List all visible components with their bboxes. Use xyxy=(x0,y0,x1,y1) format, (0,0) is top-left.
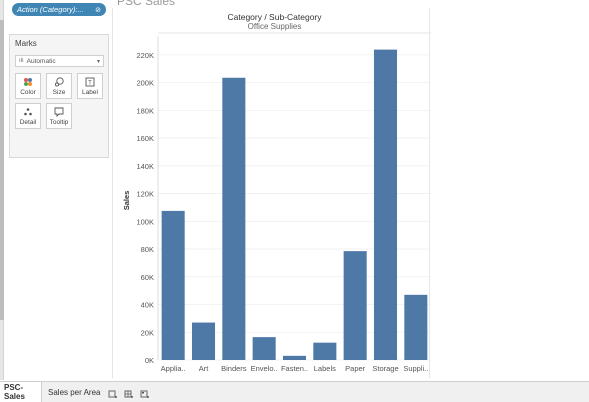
y-tick-label: 180K xyxy=(136,106,154,115)
bar xyxy=(222,77,246,361)
left-scrollbar[interactable] xyxy=(0,0,4,380)
chart-pane: Category / Sub-Category Office Supplies 0K… xyxy=(112,8,431,378)
tooltip-icon xyxy=(54,107,64,117)
scrollbar-thumb[interactable] xyxy=(0,20,4,320)
bar xyxy=(252,337,276,360)
x-tick-label: Fasten.. xyxy=(281,364,308,373)
x-tick-label: Applia.. xyxy=(161,364,186,373)
color-icon xyxy=(23,77,33,87)
new-story-icon[interactable] xyxy=(140,387,150,398)
marks-card: Marks ılı Automatic ▾ Color Size T Label… xyxy=(9,34,109,158)
new-worksheet-icon[interactable] xyxy=(108,387,118,398)
x-tick-label: Storage xyxy=(372,364,398,373)
tab-sales-per-area[interactable]: Sales per Area xyxy=(48,387,101,397)
bar xyxy=(404,294,428,360)
color-label: Color xyxy=(20,88,36,96)
bar xyxy=(161,210,185,360)
x-tick-label: Labels xyxy=(314,364,336,373)
tooltip-label: Tooltip xyxy=(49,118,69,126)
y-tick-label: 80K xyxy=(141,245,154,254)
y-tick-label: 220K xyxy=(136,51,154,60)
bar xyxy=(343,251,367,360)
y-tick-label: 200K xyxy=(136,79,154,88)
x-tick-label: Suppli.. xyxy=(403,364,428,373)
chart-subtitle: Office Supplies xyxy=(248,22,302,31)
filter-icon: ⊘ xyxy=(95,6,101,14)
label-label: Label xyxy=(82,88,98,96)
svg-text:T: T xyxy=(88,80,92,86)
bar-chart-icon: ılı xyxy=(19,58,24,64)
x-tick-label: Envelo.. xyxy=(251,364,278,373)
mark-type-dropdown[interactable]: ılı Automatic ▾ xyxy=(15,55,104,67)
size-label: Size xyxy=(52,88,66,96)
detail-label: Detail xyxy=(19,118,37,126)
mark-type-value: Automatic xyxy=(26,57,56,65)
color-button[interactable]: Color xyxy=(15,73,41,99)
x-tick-label: Paper xyxy=(345,364,366,373)
y-tick-label: 160K xyxy=(136,134,154,143)
sheet-tab-bar: PSC-Sales Sales per Area xyxy=(0,381,589,402)
size-button[interactable]: Size xyxy=(46,73,72,99)
bar xyxy=(313,342,337,360)
y-tick-label: 40K xyxy=(141,301,154,310)
y-tick-label: 140K xyxy=(136,162,154,171)
x-tick-label: Art xyxy=(199,364,210,373)
chevron-down-icon: ▾ xyxy=(96,58,100,65)
x-tick-label: Binders xyxy=(221,364,247,373)
detail-button[interactable]: Detail xyxy=(15,103,41,129)
y-tick-label: 0K xyxy=(145,356,154,365)
y-tick-label: 20K xyxy=(141,328,154,337)
action-filter-pill[interactable]: Action (Category):... ⊘ xyxy=(12,3,106,16)
filter-pill-label: Action (Category):... xyxy=(17,5,84,14)
bar xyxy=(373,49,398,361)
y-axis-title: Sales xyxy=(122,191,131,211)
tooltip-button[interactable]: Tooltip xyxy=(46,103,72,129)
y-tick-label: 60K xyxy=(141,273,154,282)
bar xyxy=(191,322,216,360)
sheet-title: PSC Sales xyxy=(117,0,176,8)
tab-psc-sales[interactable]: PSC-Sales xyxy=(0,382,42,402)
y-tick-label: 100K xyxy=(136,217,154,226)
label-icon: T xyxy=(85,77,95,87)
y-tick-label: 120K xyxy=(136,190,154,199)
bar xyxy=(282,355,307,360)
new-dashboard-icon[interactable] xyxy=(124,387,134,398)
size-icon xyxy=(54,76,64,87)
label-button[interactable]: T Label xyxy=(77,73,103,99)
detail-icon xyxy=(23,107,33,117)
chart-title: Category / Sub-Category xyxy=(227,12,322,22)
marks-title: Marks xyxy=(15,39,37,48)
